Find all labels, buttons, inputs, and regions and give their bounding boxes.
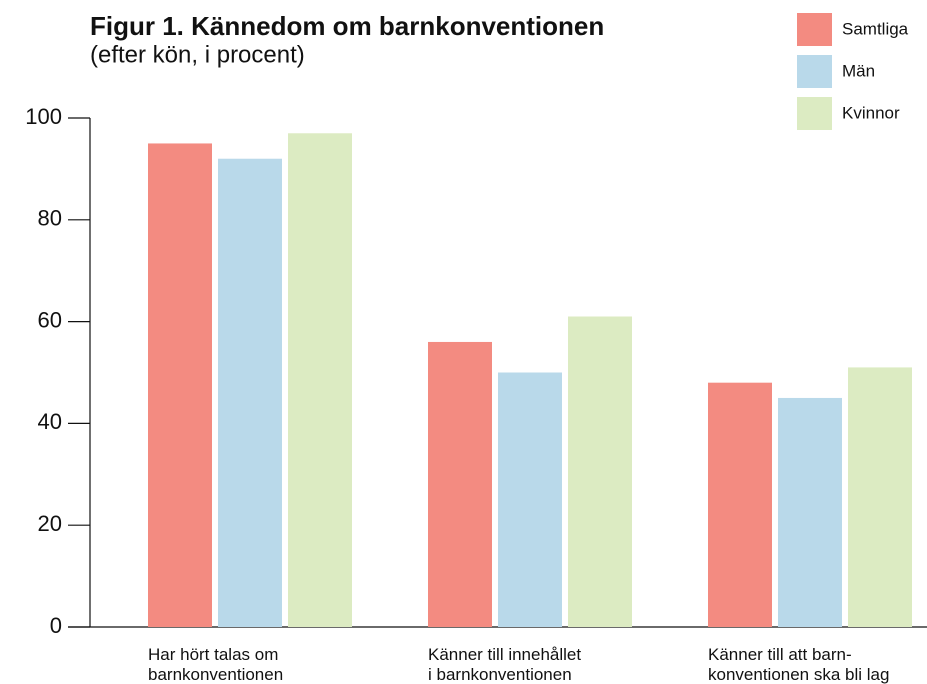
y-tick-label: 80 [38, 206, 62, 231]
x-tick-label: Känner till att barn- konventionen ska b… [708, 645, 890, 684]
bar [848, 367, 912, 627]
bar [568, 316, 632, 627]
legend-label: Samtliga [842, 19, 909, 38]
bar [288, 133, 352, 627]
y-tick-label: 60 [38, 307, 62, 332]
y-tick-label: 40 [38, 409, 62, 434]
legend-swatch [797, 97, 832, 130]
bar [498, 372, 562, 627]
y-tick-label: 100 [25, 104, 62, 129]
bar [708, 382, 772, 627]
chart-title: Figur 1. Kännedom om barnkonventionen [90, 11, 604, 41]
bar [148, 143, 212, 627]
legend-swatch [797, 55, 832, 88]
chart-subtitle: (efter kön, i procent) [90, 41, 305, 68]
bar [428, 341, 492, 627]
legend-label: Män [842, 61, 875, 80]
x-tick-label: Känner till innehållet i barnkonventione… [428, 645, 582, 684]
y-tick-label: 20 [38, 511, 62, 536]
legend-label: Kvinnor [842, 103, 900, 122]
x-tick-label: Har hört talas om barnkonventionen [148, 645, 284, 684]
y-tick-label: 0 [50, 613, 62, 638]
bar [218, 158, 282, 627]
legend-swatch [797, 13, 832, 46]
bar [778, 397, 842, 627]
